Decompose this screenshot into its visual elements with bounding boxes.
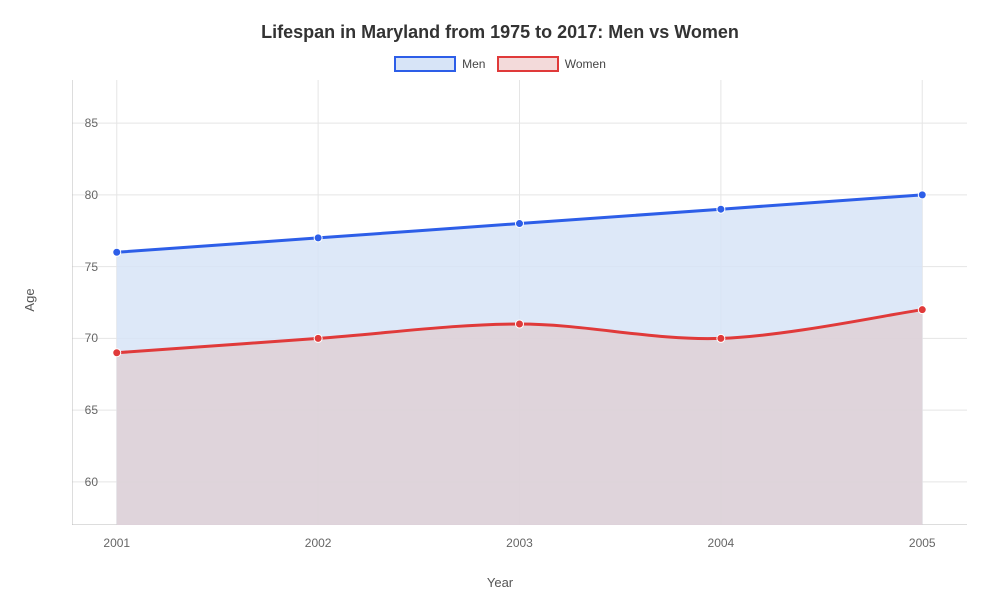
y-tick-label: 80 <box>58 188 98 202</box>
chart-container: Lifespan in Maryland from 1975 to 2017: … <box>0 0 1000 600</box>
x-axis-label: Year <box>0 575 1000 590</box>
legend-item-men: Men <box>394 56 485 72</box>
legend-label: Women <box>565 57 606 71</box>
legend-swatch-women <box>497 56 559 72</box>
y-tick-label: 85 <box>58 116 98 130</box>
x-tick-label: 2002 <box>305 536 332 550</box>
y-tick-label: 65 <box>58 403 98 417</box>
legend: Men Women <box>0 56 1000 75</box>
chart-title: Lifespan in Maryland from 1975 to 2017: … <box>0 22 1000 43</box>
x-tick-label: 2004 <box>708 536 735 550</box>
y-tick-label: 60 <box>58 475 98 489</box>
plot-area <box>72 80 967 525</box>
x-tick-label: 2005 <box>909 536 936 550</box>
y-tick-label: 75 <box>58 260 98 274</box>
y-axis-label: Age <box>22 288 37 311</box>
y-tick-label: 70 <box>58 331 98 345</box>
legend-swatch-men <box>394 56 456 72</box>
legend-item-women: Women <box>497 56 606 72</box>
x-tick-label: 2003 <box>506 536 533 550</box>
x-tick-label: 2001 <box>103 536 130 550</box>
legend-label: Men <box>462 57 485 71</box>
